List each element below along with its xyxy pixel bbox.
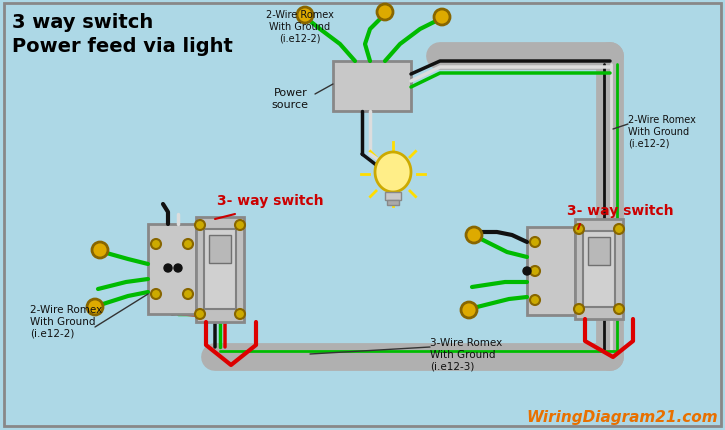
Text: 2-Wire Romex
With Ground
(i.e12-2): 2-Wire Romex With Ground (i.e12-2) xyxy=(30,304,102,338)
Circle shape xyxy=(151,240,161,249)
Circle shape xyxy=(530,237,540,247)
Bar xyxy=(333,62,411,112)
Circle shape xyxy=(434,10,450,26)
Bar xyxy=(588,237,610,265)
Circle shape xyxy=(466,227,482,243)
Circle shape xyxy=(174,264,182,272)
Circle shape xyxy=(151,289,161,299)
Circle shape xyxy=(523,267,531,275)
Text: WiringDiagram21.com: WiringDiagram21.com xyxy=(526,409,718,424)
Circle shape xyxy=(377,5,393,21)
Text: 2-Wire Romex
With Ground
(i.e12-2): 2-Wire Romex With Ground (i.e12-2) xyxy=(628,115,696,148)
Text: 3-Wire Romex
With Ground
(i.e12-3): 3-Wire Romex With Ground (i.e12-3) xyxy=(430,337,502,370)
Text: Power feed via light: Power feed via light xyxy=(12,37,233,56)
Circle shape xyxy=(297,8,313,24)
Circle shape xyxy=(614,304,624,314)
Text: 3- way switch: 3- way switch xyxy=(567,203,674,218)
Bar xyxy=(527,227,575,315)
Circle shape xyxy=(195,309,205,319)
Circle shape xyxy=(574,304,584,314)
Polygon shape xyxy=(375,153,411,193)
Bar xyxy=(148,224,196,314)
Circle shape xyxy=(92,243,108,258)
Text: 2-Wire Romex
With Ground
(i.e12-2): 2-Wire Romex With Ground (i.e12-2) xyxy=(266,10,334,43)
Bar xyxy=(575,219,623,319)
Circle shape xyxy=(235,309,245,319)
Bar xyxy=(204,230,236,309)
Bar xyxy=(209,236,231,264)
Circle shape xyxy=(235,221,245,230)
Circle shape xyxy=(574,224,584,234)
Text: 3 way switch: 3 way switch xyxy=(12,13,153,32)
Bar xyxy=(387,200,399,206)
Circle shape xyxy=(530,266,540,276)
Circle shape xyxy=(195,221,205,230)
Circle shape xyxy=(183,289,193,299)
Circle shape xyxy=(530,295,540,305)
Circle shape xyxy=(164,264,172,272)
Bar xyxy=(196,218,244,322)
Circle shape xyxy=(461,302,477,318)
Text: 3- way switch: 3- way switch xyxy=(217,194,323,208)
Circle shape xyxy=(183,240,193,249)
Bar xyxy=(583,231,615,307)
Circle shape xyxy=(87,299,103,315)
Circle shape xyxy=(614,224,624,234)
Text: Power
source: Power source xyxy=(271,88,308,109)
Bar xyxy=(385,193,401,200)
